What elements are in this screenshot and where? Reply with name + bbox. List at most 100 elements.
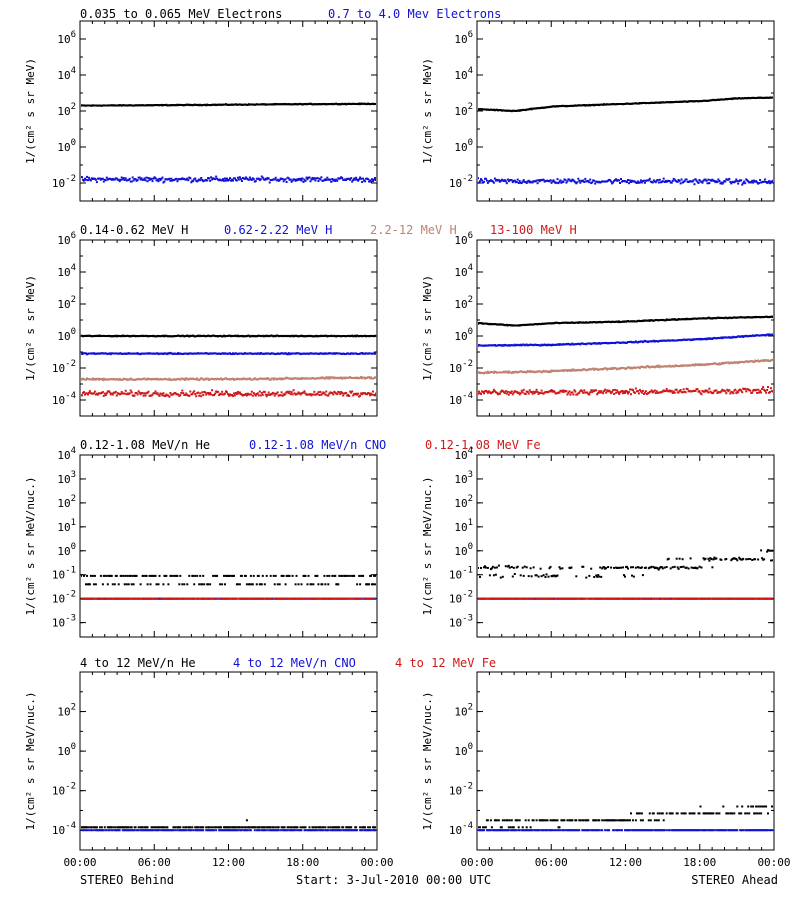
series-points bbox=[81, 574, 376, 586]
data-point bbox=[184, 379, 187, 381]
data-point bbox=[324, 583, 327, 586]
data-point bbox=[338, 574, 341, 577]
data-point bbox=[279, 394, 282, 397]
data-point bbox=[698, 179, 701, 181]
y-axis-label: 1/(cm² s sr MeV) bbox=[24, 275, 37, 381]
data-point bbox=[586, 391, 589, 394]
data-point bbox=[139, 393, 142, 396]
data-point bbox=[185, 392, 188, 395]
data-point bbox=[210, 176, 213, 179]
data-point bbox=[326, 574, 329, 577]
data-point bbox=[696, 180, 699, 183]
data-point bbox=[626, 390, 628, 393]
data-point bbox=[269, 597, 272, 600]
data-point bbox=[348, 395, 351, 397]
legend-text: 4 to 12 MeV/n He bbox=[80, 656, 196, 670]
data-point bbox=[325, 376, 328, 379]
data-point bbox=[741, 391, 744, 394]
data-point bbox=[217, 390, 220, 393]
data-point bbox=[185, 178, 188, 181]
data-point bbox=[361, 181, 364, 183]
data-point bbox=[335, 178, 338, 181]
data-point bbox=[179, 378, 182, 381]
data-point bbox=[491, 390, 494, 393]
data-point bbox=[542, 178, 545, 181]
data-point bbox=[630, 393, 632, 396]
data-point bbox=[582, 179, 585, 182]
data-point bbox=[576, 181, 579, 184]
data-point bbox=[536, 182, 539, 185]
data-point bbox=[527, 392, 530, 395]
data-point bbox=[716, 181, 719, 184]
data-point bbox=[762, 386, 765, 389]
data-point bbox=[286, 390, 289, 393]
y-tick-label: 10-2 bbox=[52, 359, 76, 375]
data-point bbox=[236, 176, 239, 179]
data-point bbox=[211, 178, 214, 181]
data-point bbox=[361, 393, 364, 396]
data-point bbox=[349, 574, 352, 577]
data-point bbox=[139, 583, 142, 586]
data-point bbox=[142, 178, 145, 181]
data-point bbox=[519, 392, 522, 395]
data-point bbox=[567, 391, 570, 394]
data-point bbox=[736, 180, 739, 183]
data-point bbox=[499, 576, 502, 579]
data-point bbox=[331, 178, 334, 180]
data-point bbox=[740, 179, 743, 182]
data-point bbox=[628, 391, 630, 394]
series-points bbox=[81, 375, 376, 382]
data-point bbox=[105, 392, 108, 395]
data-point bbox=[518, 393, 521, 396]
data-point bbox=[638, 388, 641, 391]
data-point bbox=[101, 379, 104, 382]
data-point bbox=[230, 179, 232, 182]
data-point bbox=[225, 597, 227, 600]
data-point bbox=[198, 583, 201, 586]
data-point bbox=[523, 565, 526, 568]
data-point bbox=[375, 392, 376, 395]
data-point bbox=[113, 178, 116, 181]
data-point bbox=[177, 393, 180, 396]
data-point bbox=[486, 391, 489, 394]
data-point bbox=[584, 177, 587, 180]
data-point bbox=[644, 566, 647, 569]
data-point bbox=[553, 390, 556, 393]
y-tick-label: 102 bbox=[454, 295, 473, 311]
data-point bbox=[290, 180, 293, 183]
data-point bbox=[532, 390, 535, 393]
data-point bbox=[643, 181, 646, 184]
data-point bbox=[681, 391, 684, 394]
data-point bbox=[317, 180, 320, 183]
data-point bbox=[588, 574, 591, 577]
data-point bbox=[235, 179, 238, 182]
data-point bbox=[511, 575, 514, 578]
data-point bbox=[268, 181, 271, 184]
data-point bbox=[351, 390, 354, 393]
data-point bbox=[267, 377, 270, 380]
data-point bbox=[119, 392, 122, 395]
data-point bbox=[491, 180, 494, 183]
data-point bbox=[550, 389, 553, 391]
data-point bbox=[732, 392, 735, 395]
data-point bbox=[232, 377, 234, 380]
data-point bbox=[84, 177, 86, 180]
data-point bbox=[236, 597, 239, 600]
data-point bbox=[151, 393, 154, 396]
data-point bbox=[271, 377, 274, 380]
data-point bbox=[743, 180, 746, 183]
data-point bbox=[327, 583, 330, 586]
data-point bbox=[316, 392, 319, 395]
data-point bbox=[571, 391, 574, 394]
data-point bbox=[508, 566, 511, 569]
data-point bbox=[499, 390, 502, 393]
data-point bbox=[522, 179, 525, 182]
data-point bbox=[580, 389, 583, 392]
data-point bbox=[618, 179, 621, 182]
data-point bbox=[155, 583, 158, 586]
data-point bbox=[215, 175, 218, 178]
data-point bbox=[175, 177, 178, 180]
data-point bbox=[234, 394, 236, 397]
data-point bbox=[244, 574, 247, 577]
data-point bbox=[505, 370, 508, 373]
